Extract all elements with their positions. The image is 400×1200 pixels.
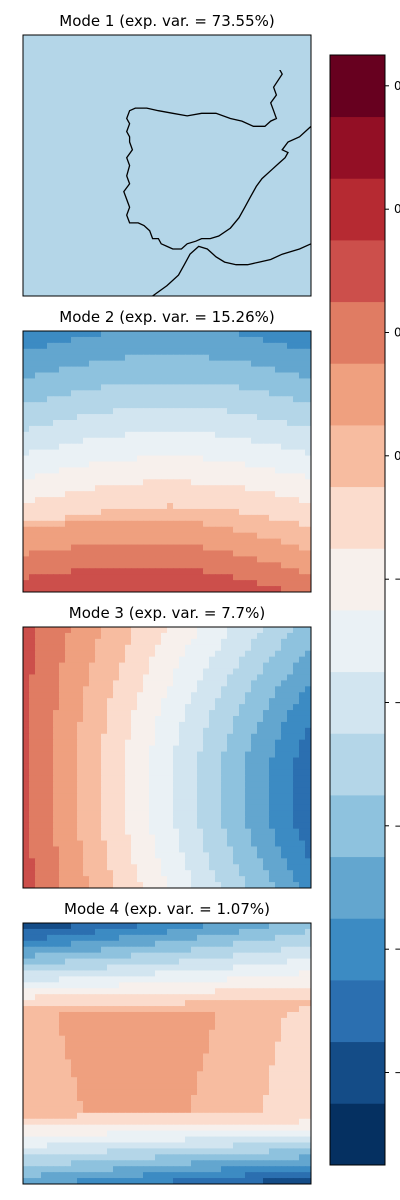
panel-frame [22,330,312,593]
colorbar-frame [329,54,386,1166]
colorbar-level-14 [330,301,385,364]
colorbar-level-1 [330,1103,385,1166]
contour-field-mode-4 [23,923,311,1184]
colorbar-level-10 [330,548,385,611]
contour-field-mode-3 [23,627,311,888]
colorbar-level-7 [330,733,385,796]
iberia-coastline [123,70,312,250]
colorbar-tick-label: − [394,1066,400,1080]
contour-field-mode-2 [23,331,311,592]
map-panel-mode-3: Mode 3 (exp. var. = 7.7%) [22,604,312,889]
colorbar-tick-label: − [394,572,400,586]
colorbar-tick-label: − [394,942,400,956]
colorbar-level-2 [330,1041,385,1104]
panel-frame [22,922,312,1185]
map-panel-mode-2: Mode 2 (exp. var. = 15.26%) [22,308,312,593]
colorbar-level-9 [330,610,385,673]
panel-title-mode-2: Mode 2 (exp. var. = 15.26%) [59,308,274,326]
colorbar-level-13 [330,363,385,426]
panel-frame [22,626,312,889]
colorbar-level-17 [330,116,385,179]
colorbar-level-3 [330,980,385,1043]
africa-coastline [152,243,312,297]
colorbar-level-6 [330,795,385,858]
colorbar-level-16 [330,178,385,241]
colorbar-tick-label: 0 [394,326,400,340]
colorbar-level-15 [330,240,385,303]
colorbar-level-18 [330,55,385,118]
colorbar-tick-label: 0 [394,202,400,216]
colorbar-tick-label: − [394,819,400,833]
colorbar-tick-label: 0 [394,449,400,463]
panel-title-mode-1: Mode 1 (exp. var. = 73.55%) [59,12,274,30]
panel-title-mode-3: Mode 3 (exp. var. = 7.7%) [69,604,265,622]
colorbar-level-12 [330,425,385,488]
colorbar: − − − − − 0 0 0 0 [329,54,400,1166]
colorbar-tick-label: − [394,696,400,710]
contour-field-mode-1 [23,35,311,296]
map-panel-mode-4: Mode 4 (exp. var. = 1.07%) [22,900,312,1185]
colorbar-tick-label: 0 [394,79,400,93]
colorbar-level-8 [330,671,385,734]
panel-frame [22,34,312,297]
map-panels: Mode 1 (exp. var. = 73.55%) Mode 2 (exp. … [22,12,312,1185]
colorbar-level-4 [330,918,385,981]
colorbar-level-5 [330,856,385,919]
map-panel-mode-1: Mode 1 (exp. var. = 73.55%) [22,12,312,297]
colorbar-level-11 [330,486,385,549]
panel-title-mode-4: Mode 4 (exp. var. = 1.07%) [64,900,270,918]
